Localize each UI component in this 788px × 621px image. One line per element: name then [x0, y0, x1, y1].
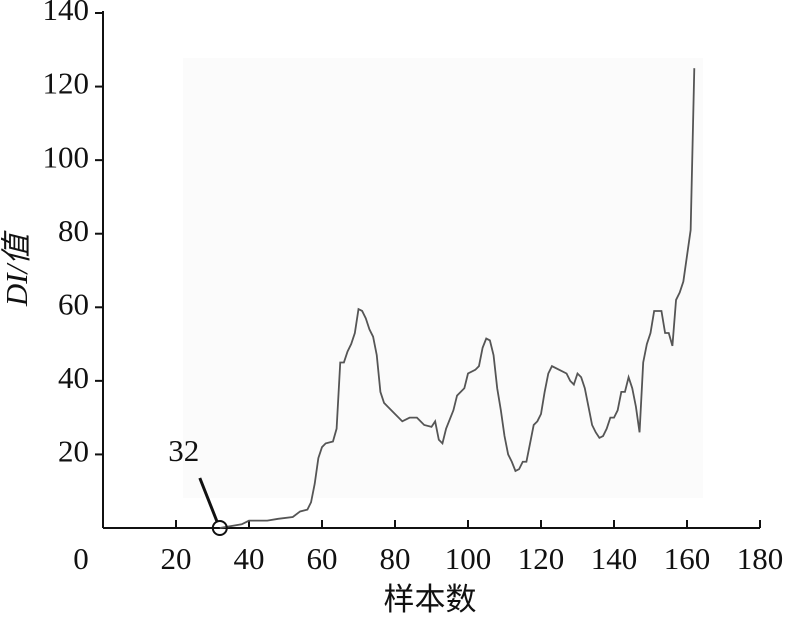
y-tick-label: 60: [58, 286, 89, 321]
y-tick-label: 140: [43, 0, 90, 27]
y-tick-label: 100: [43, 139, 90, 174]
y-tick-label: 80: [58, 213, 89, 248]
x-tick-label: 100: [445, 541, 492, 576]
x-tick-label: 0: [73, 541, 89, 576]
y-axis-label: DI/值: [0, 230, 34, 307]
annotation-marker: [211, 520, 228, 536]
x-axis-label: 样本数: [384, 582, 477, 617]
x-tick-label: 20: [161, 541, 192, 576]
plot-background: [183, 58, 703, 498]
y-tick-label: 20: [58, 434, 89, 469]
x-tick-label: 40: [234, 541, 265, 576]
x-tick-label: 120: [518, 541, 565, 576]
x-tick-label: 180: [737, 541, 784, 576]
x-tick-label: 80: [380, 541, 411, 576]
annotation-label: 32: [168, 433, 199, 468]
y-tick-label: 120: [43, 66, 90, 101]
x-tick-label: 140: [591, 541, 638, 576]
x-tick-label: 160: [664, 541, 711, 576]
annotation-pointer: [198, 477, 219, 522]
y-tick-label: 40: [58, 360, 89, 395]
x-tick-label: 60: [307, 541, 338, 576]
data-line: [219, 68, 696, 529]
